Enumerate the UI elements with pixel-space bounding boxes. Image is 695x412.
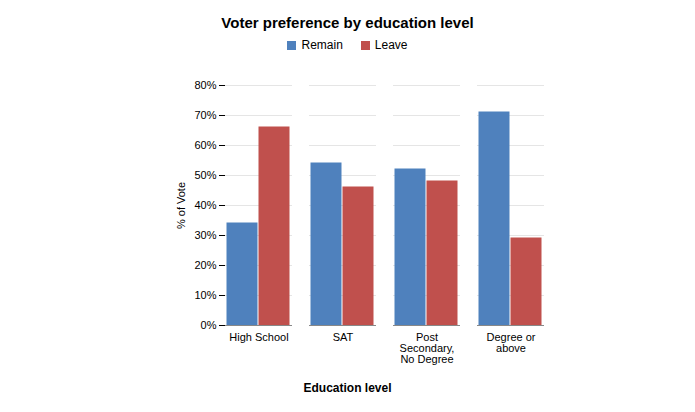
svg-text:60%: 60%	[194, 139, 216, 151]
svg-text:SAT: SAT	[333, 331, 354, 343]
svg-text:80%: 80%	[194, 79, 216, 91]
svg-text:10%: 10%	[194, 289, 216, 301]
svg-text:0%: 0%	[201, 319, 217, 331]
svg-text:20%: 20%	[194, 259, 216, 271]
svg-text:50%: 50%	[194, 169, 216, 181]
html-text:Education level: Education level	[303, 381, 392, 395]
svg-text:Degree orabove: Degree orabove	[487, 331, 536, 354]
html-text:Voter preference by education: Voter preference by education level	[221, 14, 474, 31]
svg-text:40%: 40%	[194, 199, 216, 211]
svg-text:PostSecondary,No Degree: PostSecondary,No Degree	[400, 331, 455, 365]
svg-text:% of Vote: % of Vote	[175, 182, 187, 229]
html-text:Leave: Leave	[374, 37, 408, 52]
svg-text:High School: High School	[229, 331, 288, 343]
html-text:Remain: Remain	[301, 37, 343, 52]
svg-text:70%: 70%	[194, 109, 216, 121]
svg-text:30%: 30%	[194, 229, 216, 241]
